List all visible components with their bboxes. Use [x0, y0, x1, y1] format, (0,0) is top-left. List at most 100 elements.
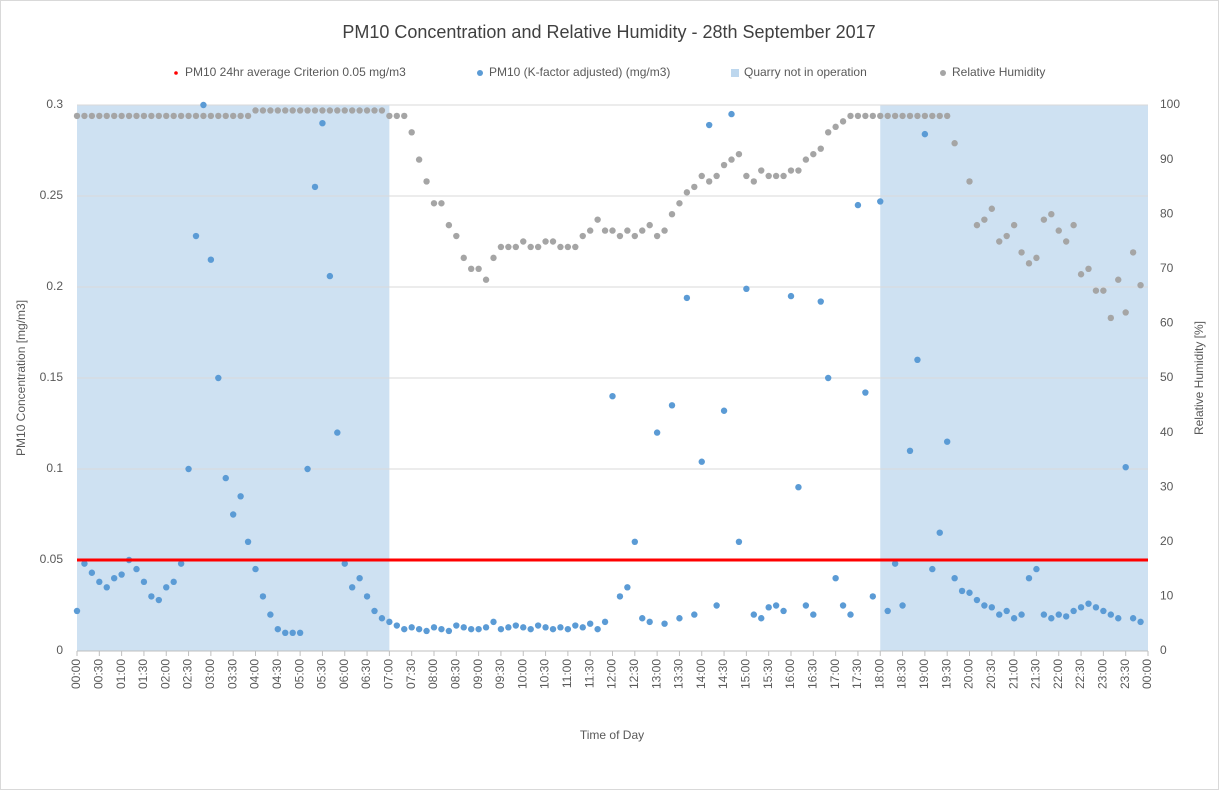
data-point	[505, 243, 512, 251]
x-tick-label: 18:30	[895, 659, 909, 689]
data-point	[96, 578, 103, 586]
data-point	[401, 112, 408, 120]
y2-tick-label: 90	[1160, 152, 1174, 166]
data-point	[311, 183, 319, 191]
legend-marker	[940, 70, 946, 76]
data-point	[341, 560, 348, 567]
data-point	[802, 156, 810, 163]
y2-tick-label: 10	[1160, 589, 1174, 603]
data-point	[646, 221, 653, 229]
data-point	[408, 129, 415, 136]
data-point	[1107, 314, 1115, 322]
data-point	[386, 112, 393, 120]
data-point	[743, 172, 750, 180]
data-point	[520, 238, 527, 245]
data-point	[490, 618, 497, 626]
data-point	[750, 178, 758, 185]
data-point	[497, 243, 505, 251]
data-point	[445, 627, 453, 635]
data-point	[1077, 604, 1085, 611]
x-tick-label: 19:00	[917, 659, 931, 689]
data-point	[289, 629, 296, 636]
y2-tick-label: 80	[1160, 206, 1174, 220]
x-tick-label: 00:30	[91, 659, 105, 689]
x-tick-label: 22:00	[1051, 659, 1065, 689]
data-point	[252, 565, 259, 573]
data-point	[319, 107, 326, 114]
data-point	[750, 611, 758, 618]
data-point	[601, 227, 609, 234]
x-tick-label: 09:30	[493, 659, 507, 689]
data-point	[735, 538, 743, 545]
data-point	[348, 584, 356, 591]
data-point	[713, 602, 720, 609]
data-point	[378, 615, 386, 622]
x-tick-label: 21:00	[1006, 659, 1020, 689]
x-tick-label: 16:00	[783, 659, 797, 689]
data-point	[341, 107, 348, 114]
data-point	[192, 232, 200, 240]
data-point	[973, 221, 981, 229]
data-point	[720, 407, 728, 414]
data-point	[594, 625, 601, 633]
x-tick-label: 06:30	[359, 659, 373, 689]
data-point	[1055, 611, 1062, 618]
data-point	[222, 474, 229, 482]
data-point	[326, 107, 334, 114]
data-point	[847, 112, 854, 120]
data-point	[1025, 575, 1033, 582]
data-point	[505, 624, 512, 631]
data-point	[988, 205, 996, 212]
data-point	[966, 178, 973, 185]
data-point	[780, 172, 787, 180]
data-point	[467, 265, 475, 272]
data-point	[810, 150, 817, 158]
data-point	[609, 227, 616, 234]
data-point	[847, 611, 854, 618]
data-point	[854, 201, 862, 209]
data-point	[631, 232, 639, 240]
data-point	[594, 216, 601, 223]
data-point	[460, 624, 467, 631]
y2-tick-label: 20	[1160, 534, 1174, 548]
data-point	[676, 200, 683, 207]
data-point	[482, 624, 490, 631]
data-point	[155, 596, 163, 604]
data-point	[497, 625, 505, 633]
data-point	[973, 596, 981, 604]
data-point	[572, 622, 579, 629]
data-point	[877, 198, 884, 205]
data-point	[795, 167, 802, 174]
x-tick-label: 13:30	[672, 659, 686, 689]
data-point	[951, 140, 958, 147]
y2-axis-label: Relative Humidity [%]	[1192, 321, 1206, 435]
data-point	[125, 112, 133, 120]
data-point	[653, 429, 661, 436]
data-point	[445, 221, 453, 229]
data-point	[534, 622, 542, 629]
data-point	[698, 458, 705, 465]
data-point	[758, 615, 765, 622]
data-point	[118, 112, 125, 120]
data-point	[289, 107, 296, 114]
data-point	[1137, 618, 1144, 626]
data-point	[229, 511, 237, 518]
data-point	[1062, 613, 1070, 620]
data-point	[586, 620, 594, 627]
data-point	[683, 189, 691, 196]
data-point	[1107, 611, 1115, 618]
x-tick-label: 01:30	[136, 659, 150, 689]
data-point	[1033, 254, 1040, 262]
data-point	[430, 200, 438, 207]
data-point	[326, 272, 334, 280]
data-point	[200, 101, 207, 109]
data-point	[921, 112, 929, 120]
data-point	[348, 107, 356, 114]
data-point	[170, 112, 177, 120]
data-point	[296, 107, 304, 114]
data-point	[1062, 238, 1070, 245]
data-point	[430, 624, 438, 631]
data-point	[765, 172, 772, 180]
chart-title: PM10 Concentration and Relative Humidity…	[342, 22, 875, 42]
